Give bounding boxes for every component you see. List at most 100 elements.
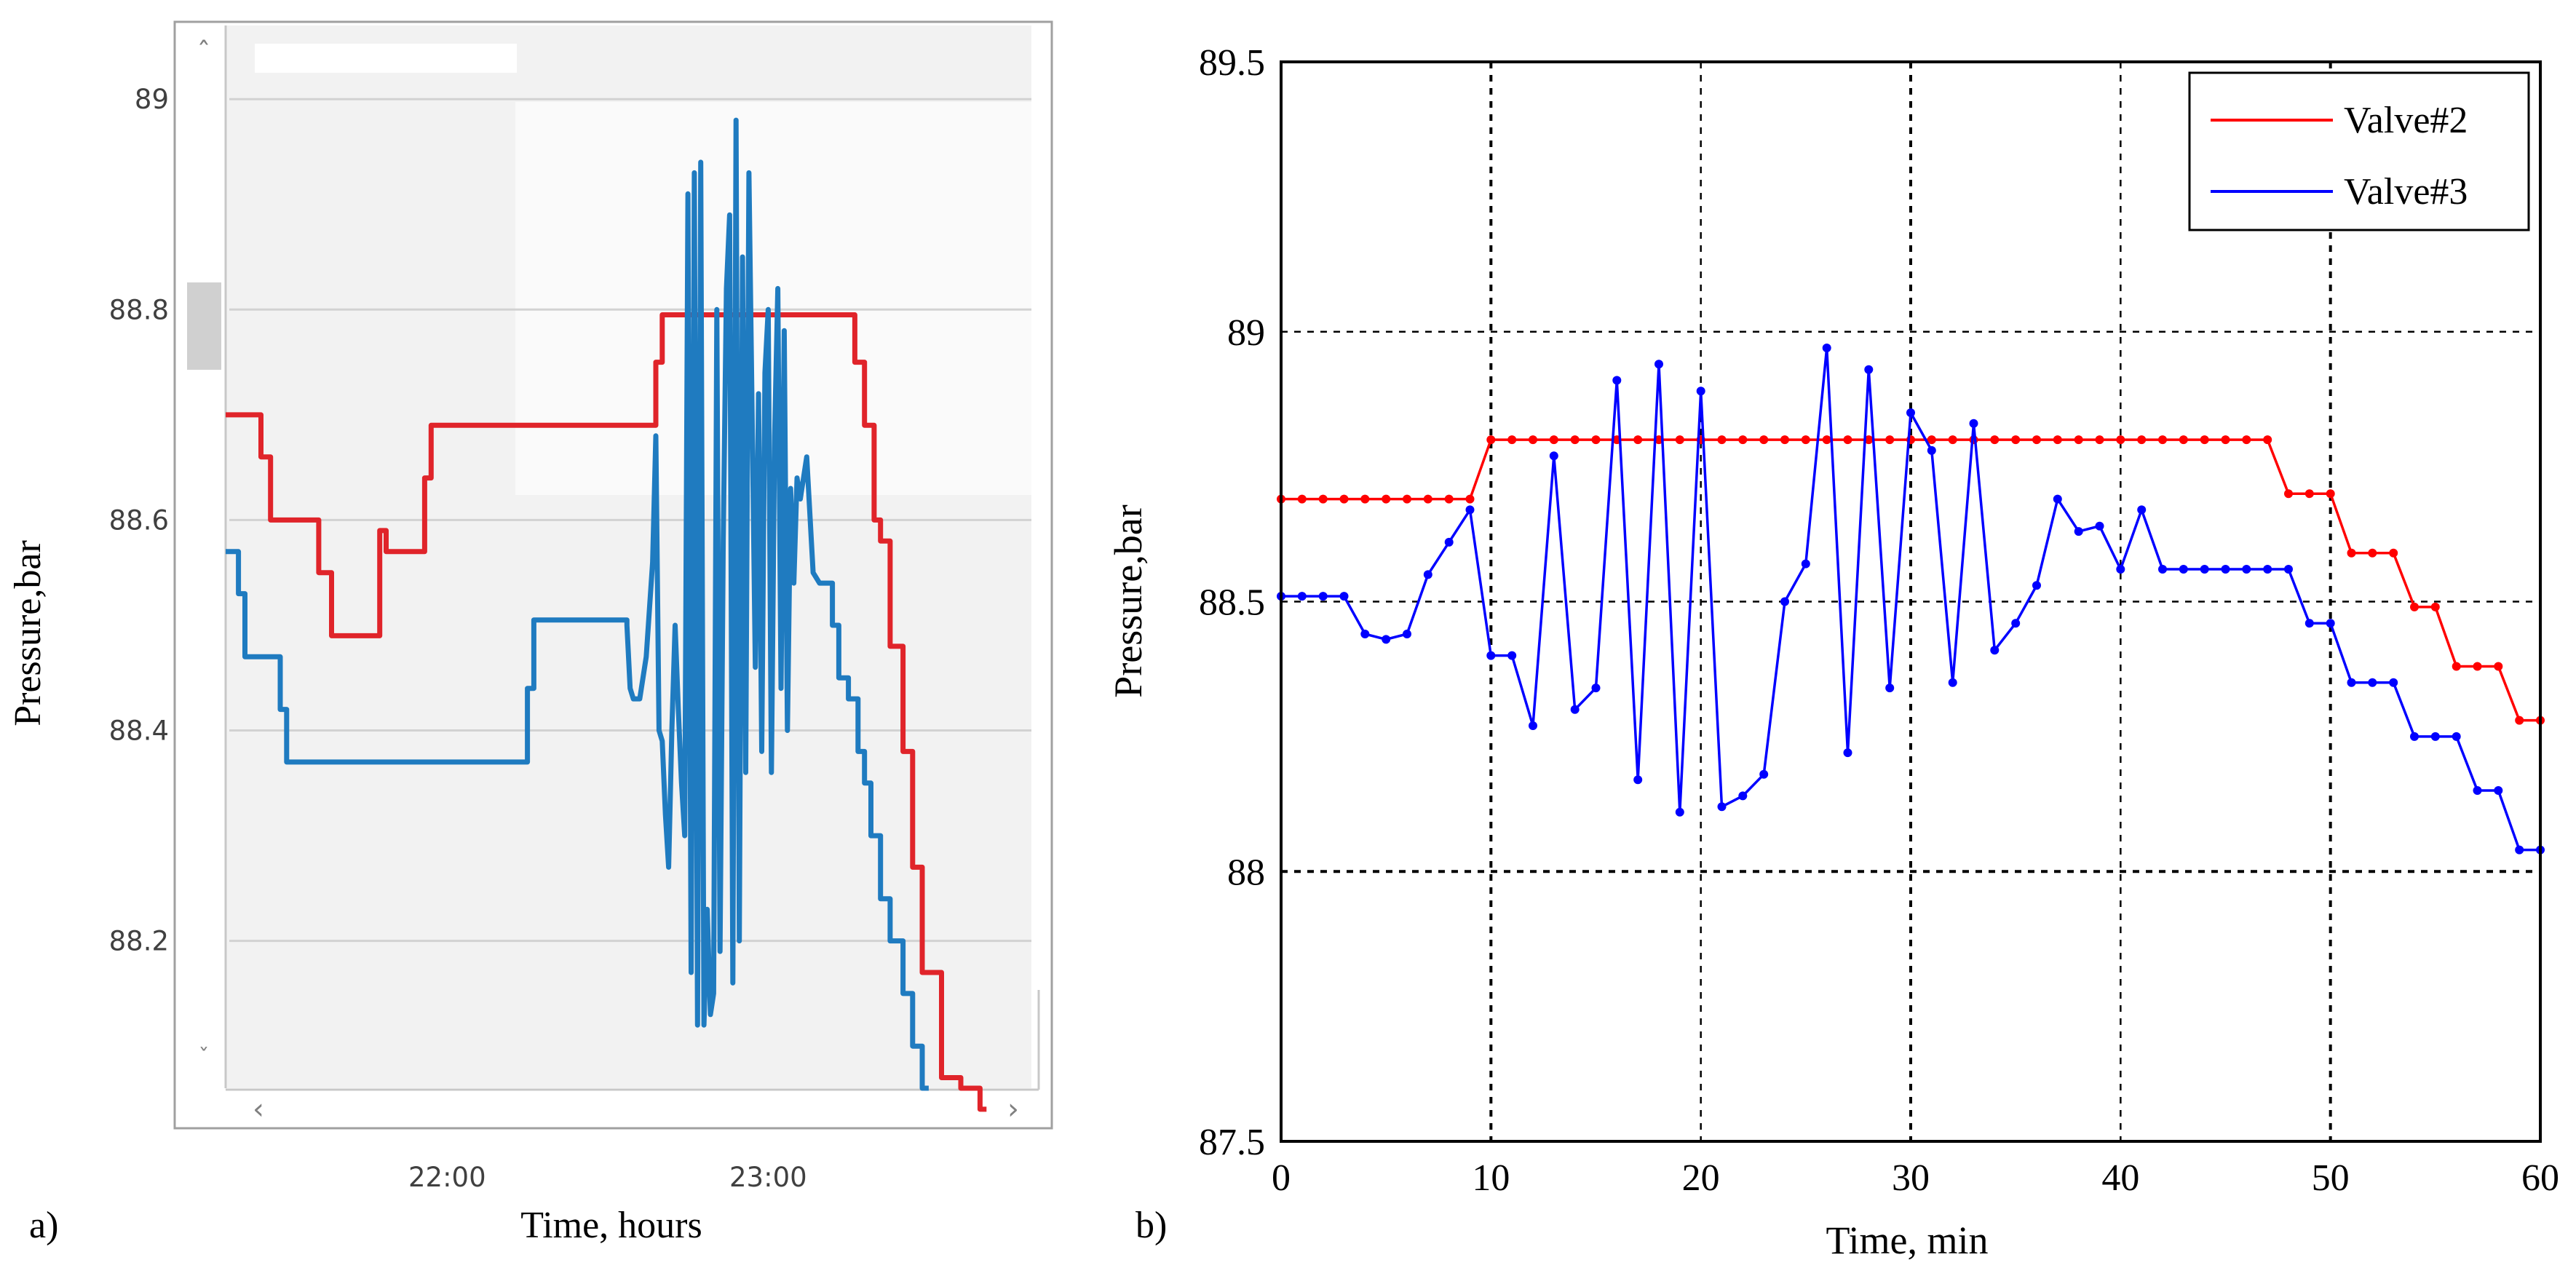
data-point-valve2: [2410, 602, 2419, 611]
data-point-valve3: [2430, 732, 2440, 741]
data-point-valve2: [2242, 435, 2251, 445]
data-point-valve2: [1822, 435, 1831, 445]
ytick-label: 88.5: [1199, 582, 1265, 624]
data-point-valve2: [2494, 662, 2503, 671]
data-point-valve2: [2515, 716, 2524, 725]
data-point-valve3: [1759, 769, 1769, 779]
data-point-valve2: [2095, 435, 2104, 445]
data-point-valve2: [1444, 494, 1454, 504]
data-point-valve2: [1675, 435, 1684, 445]
data-point-valve2: [1403, 494, 1411, 504]
data-point-valve3: [2494, 786, 2503, 795]
xtick-label: 30: [1892, 1157, 1930, 1199]
data-point-valve3: [1529, 721, 1537, 730]
data-point-valve3: [1382, 635, 1391, 644]
data-point-valve2: [1885, 435, 1895, 445]
panel-b-label: b): [1136, 1205, 1167, 1246]
data-point-valve2: [2263, 435, 2272, 445]
data-point-valve3: [1612, 376, 1622, 385]
data-point-valve3: [1801, 559, 1810, 568]
xtick-label: 0: [1272, 1157, 1291, 1199]
data-point-valve3: [1738, 791, 1748, 801]
data-point-valve3: [2284, 565, 2293, 574]
xtick-label: 40: [2101, 1157, 2139, 1199]
ytick-label: 89.5: [1199, 42, 1265, 84]
panel-b-gridlines: [1281, 62, 2540, 1141]
panel-b-axes-frame: [1280, 60, 2542, 1143]
data-point-valve2: [2032, 435, 2041, 445]
data-point-valve2: [1738, 435, 1748, 445]
data-point-valve2: [1549, 435, 1558, 445]
data-point-valve2: [1297, 494, 1307, 504]
data-point-valve2: [1591, 435, 1601, 445]
data-point-valve2: [1465, 494, 1475, 504]
data-point-valve3: [2515, 845, 2524, 855]
data-point-valve3: [1696, 387, 1705, 396]
data-point-valve3: [1360, 630, 1370, 638]
xtick-label: 20: [1682, 1157, 1720, 1199]
panel-b-xtick-labels: 0 10 20 30 40 50 60: [1272, 1157, 2559, 1199]
data-point-valve2: [1948, 435, 1957, 445]
data-point-valve3: [2347, 678, 2356, 687]
data-point-valve3: [2179, 565, 2188, 574]
data-point-valve2: [1529, 435, 1537, 445]
data-point-valve3: [2221, 565, 2230, 574]
legend-label-valve3: Valve#3: [2344, 171, 2468, 213]
data-point-valve2: [2137, 435, 2147, 445]
data-point-valve3: [1969, 419, 1978, 428]
data-point-valve2: [1801, 435, 1810, 445]
data-point-valve3: [2473, 786, 2482, 795]
panel-b-legend: Valve#2 Valve#3: [2188, 71, 2530, 231]
data-point-valve3: [1570, 705, 1580, 714]
data-point-valve3: [2158, 565, 2167, 574]
data-point-valve3: [1318, 592, 1328, 601]
scroll-up-icon[interactable]: ˆ: [197, 36, 211, 68]
data-point-valve2: [2158, 435, 2167, 445]
ytick-label: 88.8: [109, 294, 169, 325]
data-point-valve3: [2116, 565, 2125, 574]
panel-a-label: a): [29, 1205, 58, 1246]
data-point-valve3: [1843, 748, 1852, 758]
panel-a-title-placeholder: [255, 44, 517, 73]
xtick-label: 10: [1472, 1157, 1510, 1199]
scroll-down-icon[interactable]: ˇ: [199, 1045, 210, 1070]
data-point-valve3: [2011, 619, 2021, 628]
data-point-valve2: [2430, 602, 2440, 611]
data-point-valve3: [2074, 527, 2083, 536]
data-point-valve2: [2389, 548, 2398, 558]
data-point-valve3: [2452, 732, 2461, 741]
data-point-valve3: [1403, 630, 1411, 638]
data-point-valve3: [2137, 505, 2147, 515]
vertical-scrollbar-thumb[interactable]: [187, 282, 221, 370]
xtick-label: 60: [2521, 1157, 2559, 1199]
data-point-valve2: [1759, 435, 1769, 445]
data-point-valve3: [1906, 408, 1915, 417]
scroll-right-icon[interactable]: ›: [1007, 1093, 1019, 1126]
data-point-valve2: [1780, 435, 1789, 445]
vertical-scrollbar[interactable]: [177, 25, 226, 1088]
data-point-valve3: [1507, 651, 1517, 660]
data-point-valve2: [2200, 435, 2209, 445]
ytick-label: 89: [1227, 312, 1265, 354]
data-point-valve2: [2074, 435, 2083, 445]
ytick-label: 88: [1227, 852, 1265, 893]
ytick-label: 88.4: [109, 716, 169, 747]
legend-label-valve2: Valve#2: [2344, 100, 2468, 141]
data-point-valve2: [1864, 435, 1874, 445]
data-point-valve2: [1633, 435, 1643, 445]
data-point-valve2: [2011, 435, 2021, 445]
ytick-label: 89: [135, 84, 169, 115]
data-point-valve2: [1507, 435, 1517, 445]
data-point-valve3: [1339, 592, 1349, 601]
ytick-label: 88.6: [109, 504, 169, 536]
data-point-valve2: [2326, 489, 2335, 499]
scroll-left-icon[interactable]: ‹: [253, 1093, 264, 1126]
data-point-valve3: [1633, 775, 1643, 785]
panel-b-ytick-labels: 87.5 88 88.5 89 89.5: [1199, 42, 1265, 1163]
horizontal-scrollbar[interactable]: [226, 1088, 1048, 1126]
data-point-valve2: [1927, 435, 1936, 445]
data-point-valve3: [2410, 732, 2419, 741]
data-point-valve2: [1843, 435, 1852, 445]
data-point-valve2: [1717, 435, 1727, 445]
data-point-valve2: [1486, 435, 1496, 445]
